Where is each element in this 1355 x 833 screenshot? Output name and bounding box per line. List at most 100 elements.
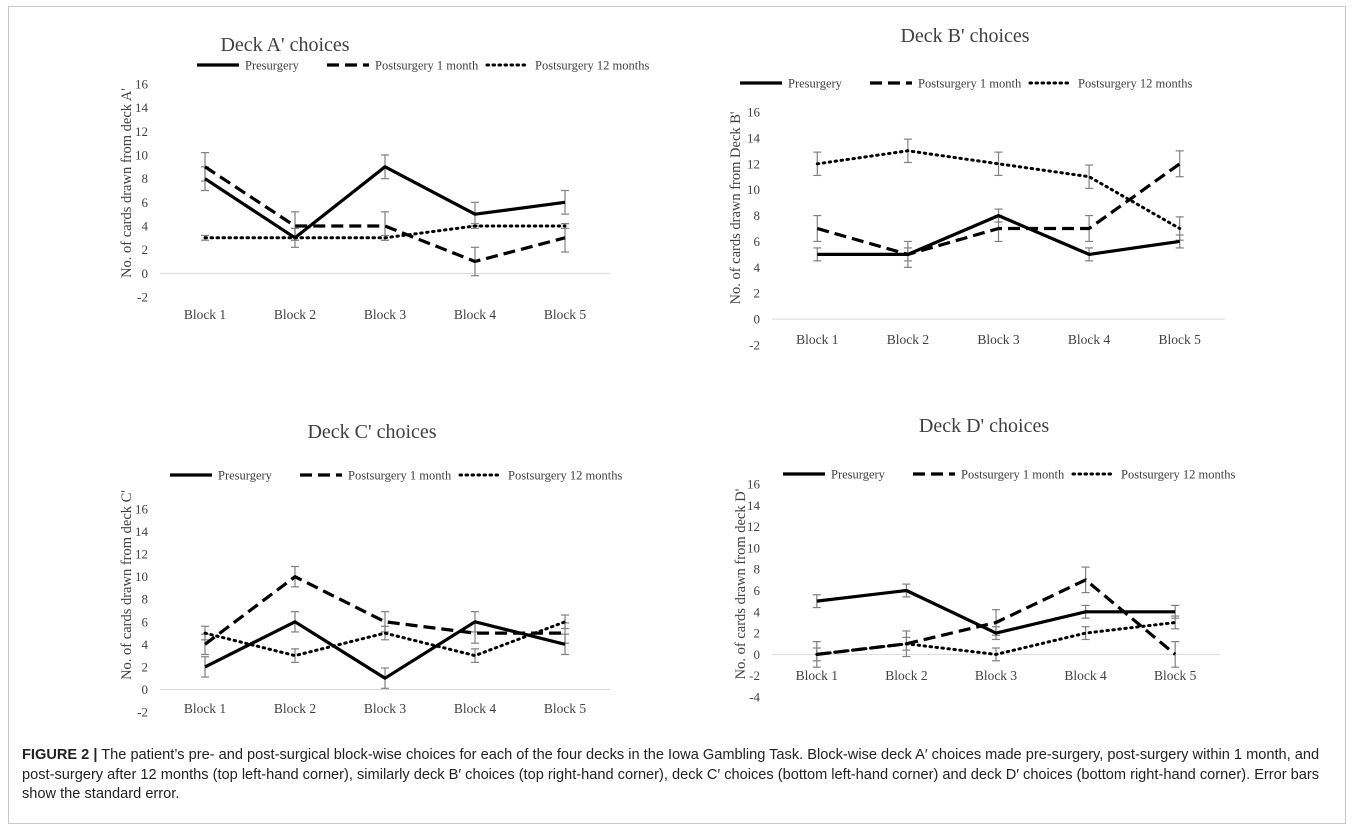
figure-caption: FIGURE 2 | The patient’s pre- and post-s… <box>22 746 1332 805</box>
x-tick-label: Block 1 <box>796 332 838 347</box>
y-tick-label: 4 <box>754 604 761 619</box>
x-tick-label: Block 2 <box>274 701 316 716</box>
y-tick-label: 0 <box>754 312 761 327</box>
legend-label-presurgery: Presurgery <box>245 59 300 73</box>
x-tick-label: Block 3 <box>977 332 1020 347</box>
y-tick-label: 10 <box>747 182 760 197</box>
x-tick-label: Block 4 <box>454 307 497 322</box>
legend-label-postsurgery-12-months: Postsurgery 12 months <box>508 469 622 483</box>
y-tick-label: 10 <box>747 540 760 555</box>
x-tick-label: Block 5 <box>544 701 587 716</box>
y-tick-label: 12 <box>135 547 148 562</box>
x-tick-label: Block 3 <box>364 307 407 322</box>
y-tick-label: 12 <box>747 156 760 171</box>
y-tick-label: 6 <box>754 234 761 249</box>
y-tick-label: 2 <box>754 286 761 301</box>
y-tick-label: 8 <box>142 592 149 607</box>
x-tick-label: Block 4 <box>1068 332 1111 347</box>
y-tick-label: 0 <box>754 647 761 662</box>
y-axis-label: No. of cards drawn from Deck B' <box>728 111 744 304</box>
x-tick-label: Block 1 <box>184 701 226 716</box>
y-tick-label: -2 <box>749 338 760 353</box>
y-tick-label: 8 <box>754 562 761 577</box>
x-tick-label: Block 4 <box>1064 668 1107 683</box>
legend-label-postsurgery-12-months: Postsurgery 12 months <box>1078 77 1192 91</box>
legend-label-postsurgery-1-month: Postsurgery 1 month <box>918 77 1022 91</box>
x-tick-label: Block 1 <box>184 307 226 322</box>
chart-title: Deck A' choices <box>220 34 349 56</box>
y-tick-label: 4 <box>754 260 761 275</box>
y-tick-label: 14 <box>747 130 761 145</box>
y-axis-label: No. of cards drawn from deck A' <box>119 88 135 278</box>
y-tick-label: -2 <box>749 668 760 683</box>
x-tick-label: Block 2 <box>885 668 927 683</box>
y-tick-label: 6 <box>754 583 761 598</box>
y-tick-label: 6 <box>142 195 149 210</box>
y-tick-label: 10 <box>135 148 148 163</box>
error-bar <box>812 594 821 609</box>
y-tick-label: 0 <box>142 682 149 697</box>
series-line-postsurgery-12-months <box>815 149 1182 230</box>
x-tick-label: Block 5 <box>1159 332 1202 347</box>
error-bar <box>994 151 1003 177</box>
y-tick-label: 16 <box>135 502 149 517</box>
y-tick-label: 14 <box>747 498 761 513</box>
series-line-presurgery <box>204 165 566 240</box>
figure-caption-label: FIGURE 2 | <box>22 747 98 763</box>
legend-label-postsurgery-12-months: Postsurgery 12 months <box>1121 468 1235 482</box>
y-tick-label: 0 <box>142 266 149 281</box>
series-line-presurgery <box>816 588 1176 635</box>
y-tick-label: 12 <box>135 124 148 139</box>
y-tick-label: -2 <box>137 290 148 305</box>
y-tick-label: -4 <box>749 690 760 705</box>
y-tick-label: 10 <box>135 569 148 584</box>
y-tick-label: 2 <box>754 626 761 641</box>
y-tick-label: 14 <box>135 524 149 539</box>
x-tick-label: Block 3 <box>364 701 407 716</box>
y-tick-label: 2 <box>142 242 149 257</box>
y-tick-label: 4 <box>142 219 149 234</box>
legend-label-postsurgery-1-month: Postsurgery 1 month <box>375 59 479 73</box>
chart-deck-a: Deck A' choices No. of cards drawn from d… <box>119 34 649 322</box>
chart-deck-d: Deck D' choices No. of cards drawn from d… <box>733 415 1235 705</box>
y-tick-label: 2 <box>142 659 149 674</box>
x-tick-label: Block 4 <box>454 701 497 716</box>
x-tick-label: Block 3 <box>975 668 1018 683</box>
x-tick-label: Block 2 <box>274 307 316 322</box>
y-tick-label: 14 <box>135 100 149 115</box>
y-tick-label: 16 <box>747 477 761 492</box>
series-line-postsurgery-12-months <box>203 620 567 658</box>
y-tick-label: 16 <box>135 77 149 92</box>
figure-frame <box>8 6 1346 824</box>
legend-label-presurgery: Presurgery <box>788 77 843 91</box>
chart-title: Deck D' choices <box>919 415 1049 437</box>
y-axis-label: No. of cards drawn from deck D' <box>733 489 749 680</box>
y-tick-label: 16 <box>747 105 761 120</box>
legend-label-postsurgery-1-month: Postsurgery 1 month <box>961 468 1065 482</box>
figure-charts: Deck A' choices No. of cards drawn from d… <box>119 25 1235 720</box>
y-tick-label: 4 <box>142 637 149 652</box>
series-line-presurgery <box>204 620 566 680</box>
legend-label-presurgery: Presurgery <box>218 469 273 483</box>
chart-deck-b: Deck B' choices No. of cards drawn from D… <box>728 25 1225 353</box>
y-axis-label: No. of cards drawn from deck C' <box>119 490 135 680</box>
series-line-postsurgery-1-month <box>204 575 565 646</box>
y-tick-label: 12 <box>747 519 760 534</box>
legend-label-presurgery: Presurgery <box>831 468 886 482</box>
series-line-postsurgery-1-month <box>816 162 1181 256</box>
series-line-postsurgery-1-month <box>204 165 566 264</box>
x-tick-label: Block 5 <box>1154 668 1197 683</box>
x-tick-label: Block 2 <box>887 332 929 347</box>
chart-title: Deck B' choices <box>900 25 1029 47</box>
x-tick-label: Block 1 <box>796 668 838 683</box>
y-tick-label: 6 <box>142 614 149 629</box>
x-tick-label: Block 5 <box>544 307 587 322</box>
figure-caption-text: The patient’s pre- and post-surgical blo… <box>22 747 1320 803</box>
y-tick-label: 8 <box>142 171 149 186</box>
legend-label-postsurgery-1-month: Postsurgery 1 month <box>348 469 452 483</box>
y-tick-label: 8 <box>754 208 761 223</box>
y-tick-label: -2 <box>137 705 148 720</box>
chart-deck-c: Deck C' choices No. of cards drawn from d… <box>119 421 622 720</box>
legend-label-postsurgery-12-months: Postsurgery 12 months <box>535 59 649 73</box>
error-bar <box>1175 150 1184 178</box>
